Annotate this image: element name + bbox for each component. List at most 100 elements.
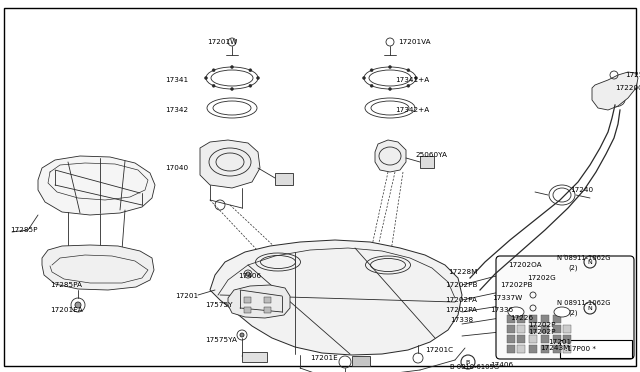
Circle shape <box>240 333 244 337</box>
Text: 17202G: 17202G <box>527 275 556 281</box>
Bar <box>554 278 564 286</box>
Text: 17406: 17406 <box>238 273 261 279</box>
Polygon shape <box>42 245 154 290</box>
Text: .17P00 *: .17P00 * <box>565 346 596 352</box>
Circle shape <box>370 84 373 87</box>
Text: (2): (2) <box>568 310 577 316</box>
Text: 17228M: 17228M <box>448 269 477 275</box>
Text: 17337W: 17337W <box>492 295 522 301</box>
Bar <box>541 315 549 323</box>
Polygon shape <box>38 156 155 215</box>
Text: 17202P: 17202P <box>528 322 556 328</box>
Bar <box>553 315 561 323</box>
Text: 17342: 17342 <box>165 107 188 113</box>
Bar <box>507 325 515 333</box>
Bar <box>244 297 251 303</box>
Bar <box>554 330 564 338</box>
Bar <box>563 335 571 343</box>
Bar <box>554 344 564 352</box>
Polygon shape <box>200 140 260 188</box>
Bar <box>541 325 549 333</box>
Text: 17202PB: 17202PB <box>445 282 477 288</box>
Bar <box>554 292 564 300</box>
Circle shape <box>249 69 252 72</box>
Circle shape <box>388 87 392 90</box>
Polygon shape <box>228 285 290 318</box>
Circle shape <box>257 77 259 80</box>
Text: 17243M: 17243M <box>540 345 570 351</box>
Bar <box>553 345 561 353</box>
Circle shape <box>407 69 410 72</box>
Bar <box>529 345 537 353</box>
Bar <box>540 344 552 352</box>
Circle shape <box>230 87 234 90</box>
Text: 17201VA: 17201VA <box>398 39 431 45</box>
Bar <box>540 305 552 313</box>
Text: N: N <box>588 260 593 264</box>
Circle shape <box>230 65 234 68</box>
Bar <box>517 325 525 333</box>
Polygon shape <box>210 240 462 355</box>
Bar <box>517 345 525 353</box>
Circle shape <box>205 77 207 80</box>
Bar <box>540 292 552 300</box>
Bar <box>554 318 564 326</box>
Circle shape <box>75 302 81 308</box>
Text: 17201EA: 17201EA <box>50 307 83 313</box>
Text: 17285P: 17285P <box>10 227 38 233</box>
Text: 17336: 17336 <box>490 307 513 313</box>
Bar <box>540 318 552 326</box>
Text: 17201W: 17201W <box>207 39 237 45</box>
Circle shape <box>249 84 252 87</box>
Bar <box>275 173 293 185</box>
Bar <box>420 156 434 168</box>
Text: 17342+A: 17342+A <box>395 107 429 113</box>
Text: (2): (2) <box>568 265 577 271</box>
Circle shape <box>407 84 410 87</box>
Bar <box>540 278 552 286</box>
Text: 17040: 17040 <box>165 165 188 171</box>
Circle shape <box>212 69 215 72</box>
Text: 17202OA: 17202OA <box>508 262 541 268</box>
Text: 17201C: 17201C <box>425 347 453 353</box>
Bar <box>352 356 370 366</box>
Bar <box>553 335 561 343</box>
Bar <box>560 340 632 358</box>
Circle shape <box>388 65 392 68</box>
Text: 17341+A: 17341+A <box>395 77 429 83</box>
Text: 17220Q: 17220Q <box>615 85 640 91</box>
Text: 17201: 17201 <box>548 339 571 345</box>
Circle shape <box>246 272 250 276</box>
Text: 17406: 17406 <box>490 362 513 368</box>
Polygon shape <box>375 140 406 172</box>
Bar <box>540 330 552 338</box>
Bar <box>507 345 515 353</box>
Bar <box>529 315 537 323</box>
Bar <box>242 352 267 362</box>
Text: N 08911-1062G: N 08911-1062G <box>557 300 611 306</box>
Bar <box>507 315 515 323</box>
Text: 17226: 17226 <box>510 315 533 321</box>
Text: 17201E: 17201E <box>310 355 338 361</box>
Text: 17201: 17201 <box>175 293 198 299</box>
Circle shape <box>415 77 417 80</box>
FancyBboxPatch shape <box>496 256 634 359</box>
Text: 17202PA: 17202PA <box>445 307 477 313</box>
Text: 17338: 17338 <box>450 317 473 323</box>
Bar <box>529 325 537 333</box>
Ellipse shape <box>554 307 570 317</box>
Text: N 08911-1062G: N 08911-1062G <box>557 255 611 261</box>
Bar <box>517 335 525 343</box>
Text: B 0810-6105G: B 0810-6105G <box>450 364 499 370</box>
Text: 17251: 17251 <box>625 72 640 78</box>
Bar <box>541 335 549 343</box>
Bar <box>563 325 571 333</box>
Bar <box>244 307 251 313</box>
Text: 17202PB: 17202PB <box>500 282 532 288</box>
Text: 17285PA: 17285PA <box>50 282 82 288</box>
Bar <box>507 335 515 343</box>
Text: 17202PA: 17202PA <box>445 297 477 303</box>
Circle shape <box>212 84 215 87</box>
Bar <box>554 305 564 313</box>
Text: N: N <box>588 305 593 311</box>
